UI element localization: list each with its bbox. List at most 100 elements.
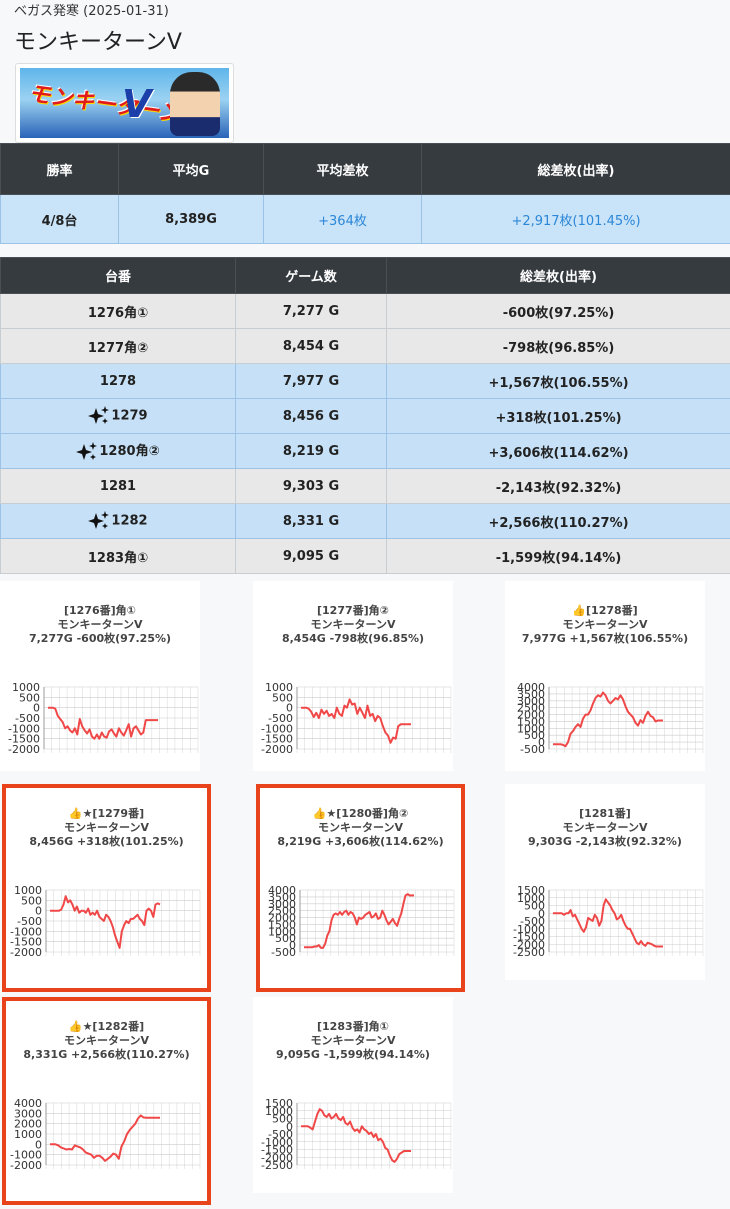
graph-card-label: 8,454G -798枚(96.85%): [281, 632, 425, 645]
graph-card-label: 8,456G +318枚(101.25%): [29, 835, 184, 848]
machine-games: 9,303 G: [235, 468, 387, 504]
graph-card-label: モンキーターンV: [562, 618, 648, 631]
machine-number[interactable]: 1283角①: [0, 538, 236, 574]
y-tick-label: 0: [33, 702, 40, 715]
machine-games: 8,219 G: [235, 433, 387, 469]
machine-number[interactable]: 1277角②: [0, 328, 236, 364]
machine-number-label: 1278: [99, 373, 137, 389]
y-tick-label: 0: [35, 905, 42, 918]
summary-header-avg-diff: 平均差枚: [263, 143, 422, 195]
machine-number[interactable]: 1276角①: [0, 293, 236, 329]
machine-row[interactable]: 1277角② 8,454 G -798枚(96.85%): [0, 328, 730, 364]
graph-card-label: [1281番]: [579, 807, 631, 820]
y-tick-label: -500: [271, 946, 296, 959]
y-tick-label: 1000: [268, 925, 296, 938]
summary-header-avg-games: 平均G: [118, 143, 264, 195]
y-tick-label: -2000: [513, 938, 545, 951]
y-tick-label: 4000: [517, 681, 545, 694]
machine-diff: -1,599枚(94.14%): [386, 538, 730, 574]
machine-number[interactable]: 1281: [0, 468, 236, 504]
machine-row[interactable]: 1280角② 8,219 G +3,606枚(114.62%): [0, 433, 730, 469]
difference-series-line: [50, 1114, 160, 1162]
y-tick-label: 1000: [14, 1128, 42, 1141]
machine-diff: -798枚(96.85%): [386, 328, 730, 364]
machine-number[interactable]: 1282: [0, 503, 236, 539]
graph-card[interactable]: [1276番]角① モンキーターンV 7,277G -600枚(97.25%) 100…: [0, 581, 200, 771]
machine-table: 台番 ゲーム数 総差枚(出率) 1276角① 7,277 G -600枚(97.25…: [0, 257, 730, 574]
y-tick-label: -2000: [8, 743, 40, 756]
graph-card[interactable]: [1283番]角① モンキーターンV 9,095G -1,599枚(94.14%) 1…: [253, 997, 453, 1193]
graph-card[interactable]: 👍★[1280番]角② モンキーターンV 8,219G +3,606枚(114.62…: [256, 784, 465, 992]
y-tick-label: 500: [524, 900, 545, 913]
y-tick-label: 500: [21, 894, 42, 907]
difference-series-line: [304, 893, 414, 949]
y-tick-label: 1000: [12, 681, 40, 694]
machine-row[interactable]: 1278 7,977 G +1,567枚(106.55%): [0, 363, 730, 399]
machine-row[interactable]: 1276角① 7,277 G -600枚(97.25%): [0, 293, 730, 329]
machine-number[interactable]: 1280角②: [0, 433, 236, 469]
y-tick-label: 0: [538, 907, 545, 920]
graph-card[interactable]: [1281番] モンキーターンV 9,303G -2,143枚(92.32%) 150…: [505, 784, 705, 980]
machine-row[interactable]: 1279 8,456 G +318枚(101.25%): [0, 398, 730, 434]
y-tick-label: 1500: [517, 715, 545, 728]
machine-games: 8,454 G: [235, 328, 387, 364]
graph-card-label: モンキーターンV: [64, 821, 149, 834]
y-tick-label: 1000: [517, 892, 545, 905]
y-tick-label: -1000: [8, 722, 40, 735]
graph-card[interactable]: 👍[1278番] モンキーターンV 7,977G +1,567枚(106.55%) 4…: [505, 581, 705, 771]
machine-number-label: 1280角②: [99, 444, 160, 460]
y-tick-label: 4000: [268, 884, 296, 897]
y-tick-label: 1000: [517, 722, 545, 735]
summary-value-row: 4/8台 8,389G +364枚 +2,917枚(101.45%): [0, 194, 730, 244]
graph-card[interactable]: [1277番]角② モンキーターンV 8,454G -798枚(96.85%) 100…: [253, 581, 453, 771]
summary-header-row: 勝率 平均G 平均差枚 総差枚(出率): [0, 143, 730, 195]
machine-number[interactable]: 1278: [0, 363, 236, 399]
machine-number-label: 1283角①: [87, 550, 149, 566]
machine-row[interactable]: 1282 8,331 G +2,566枚(110.27%): [0, 503, 730, 539]
y-tick-label: 2000: [14, 1118, 42, 1131]
y-tick-label: 2500: [268, 905, 296, 918]
banner-logo: モンキーターン: [26, 81, 182, 128]
graph-card-label: 8,219G +3,606枚(114.62%): [277, 835, 444, 848]
graph-card[interactable]: 👍★[1279番] モンキーターンV 8,456G +318枚(101.25%) 10…: [2, 784, 211, 992]
machine-diff: +3,606枚(114.62%): [386, 433, 730, 469]
graph-card-label: [1276番]角①: [64, 604, 136, 617]
y-tick-label: 0: [538, 736, 545, 749]
graph-card-label: モンキーターンV: [310, 618, 396, 631]
y-tick-label: -500: [520, 915, 545, 928]
machine-number-label: 1281: [99, 478, 137, 494]
y-tick-label: 1000: [265, 681, 293, 694]
y-tick-label: -1000: [10, 1149, 42, 1162]
machine-header-row: 台番 ゲーム数 総差枚(出率): [0, 257, 730, 294]
y-tick-label: -1500: [513, 931, 545, 944]
machine-header-number: 台番: [0, 257, 236, 294]
machine-header-diff: 総差枚(出率): [386, 257, 730, 294]
machine-header-games: ゲーム数: [235, 257, 387, 294]
y-tick-label: 1500: [517, 884, 545, 897]
y-tick-label: 2000: [517, 709, 545, 722]
difference-series-line: [50, 895, 161, 949]
y-tick-label: 3500: [268, 891, 296, 904]
summary-total-diff: +2,917枚(101.45%): [421, 194, 730, 244]
machine-diff: +2,566枚(110.27%): [386, 503, 730, 539]
sparkle-icon: [88, 406, 110, 424]
summary-win-rate: 4/8台: [0, 194, 119, 244]
y-tick-label: -1000: [261, 1136, 293, 1149]
machine-row[interactable]: 1283角① 9,095 G -1,599枚(94.14%): [0, 538, 730, 574]
y-tick-label: 1500: [265, 1097, 293, 1110]
graph-card-label: 7,277G -600枚(97.25%): [28, 632, 172, 645]
y-tick-label: -1000: [10, 925, 42, 938]
machine-diff: +1,567枚(106.55%): [386, 363, 730, 399]
machine-number[interactable]: 1279: [0, 398, 236, 434]
summary-header-total-diff: 総差枚(出率): [421, 143, 730, 195]
machine-row[interactable]: 1281 9,303 G -2,143枚(92.32%): [0, 468, 730, 504]
graph-card[interactable]: 👍★[1282番] モンキーターンV 8,331G +2,566枚(110.27%)…: [2, 997, 211, 1205]
machine-diff: -2,143枚(92.32%): [386, 468, 730, 504]
graph-card-label: モンキーターンV: [318, 821, 403, 834]
summary-avg-diff: +364枚: [263, 194, 422, 244]
graph-card-label: 8,331G +2,566枚(110.27%): [23, 1048, 190, 1061]
